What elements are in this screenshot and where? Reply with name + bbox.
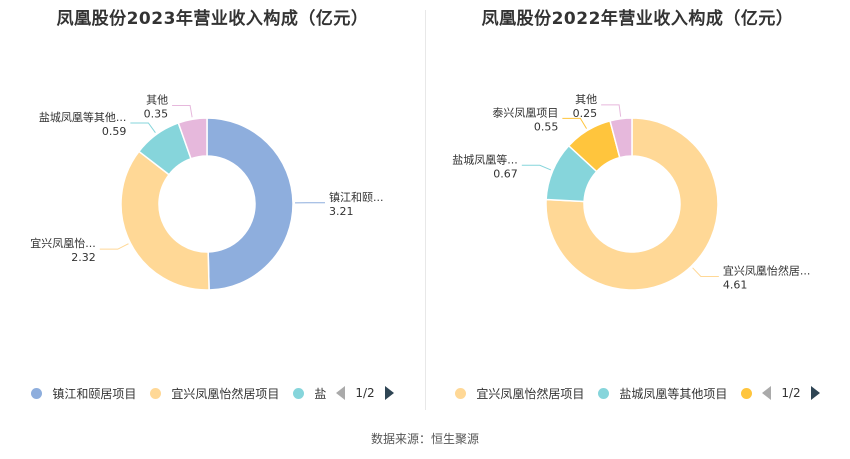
legend-marker xyxy=(150,387,162,399)
slice-label: 其他 xyxy=(146,93,168,106)
legend-page-number: 1/2 xyxy=(355,386,375,400)
label-leader-line xyxy=(562,117,587,129)
slice-label: 宜兴凤凰怡... xyxy=(30,236,96,250)
legend-label: 盐 xyxy=(314,386,327,401)
label-leader-line xyxy=(172,104,193,118)
panel-divider xyxy=(425,10,426,410)
label-leader-line xyxy=(99,243,129,250)
legend-label: 镇江和颐居项目 xyxy=(52,386,137,401)
chart-panel-2022: 凤凰股份2022年营业收入构成（亿元） 宜兴凤凰怡然居... 4.61 盐城凤凰等.… xyxy=(425,0,850,415)
pie-slice[interactable] xyxy=(609,117,633,159)
legend-marker xyxy=(598,387,610,399)
legend-2022: 宜兴凤凰怡然居项目 盐城凤凰等其他项目 1/2 xyxy=(425,383,850,403)
slice-label: 其他 xyxy=(575,93,597,106)
chart-title-2022: 凤凰股份2022年营业收入构成（亿元） xyxy=(481,9,794,29)
data-source-note: 数据来源：恒生聚源 xyxy=(370,432,479,446)
label-leader-line xyxy=(521,164,552,171)
pie-slice[interactable] xyxy=(177,117,208,160)
legend-marker xyxy=(31,387,43,399)
slice-value-label: 2.32 xyxy=(71,251,96,264)
legend-item[interactable]: 宜兴凤凰怡然居项目 xyxy=(150,385,279,402)
legend-label: 盐城凤凰等其他项目 xyxy=(619,386,728,401)
legend-item[interactable]: 盐 xyxy=(293,385,326,402)
pie-slice[interactable] xyxy=(120,150,210,291)
slice-label: 镇江和颐... xyxy=(329,190,384,204)
chart-title-2023: 凤凰股份2023年营业收入构成（亿元） xyxy=(56,9,369,29)
slice-value-label: 0.35 xyxy=(144,107,169,120)
legend-label: 宜兴凤凰怡然居项目 xyxy=(476,386,585,401)
prev-page-icon[interactable] xyxy=(762,386,772,400)
slice-value-label: 0.55 xyxy=(534,120,559,133)
slice-value-label: 0.25 xyxy=(573,107,598,120)
legend-item[interactable] xyxy=(741,387,753,399)
legend-marker xyxy=(741,387,753,399)
prev-page-icon[interactable] xyxy=(336,386,346,400)
slice-value-label: 4.61 xyxy=(723,279,748,292)
label-leader-line xyxy=(601,104,622,117)
donut-chart-2023: 镇江和颐...3.21 宜兴凤凰怡...2.32 盐城凤凰等其他...0.59 其他0… xyxy=(30,93,384,291)
pie-slice[interactable] xyxy=(206,117,294,291)
next-page-icon[interactable] xyxy=(384,386,394,400)
legend-pager: 1/2 xyxy=(336,386,394,400)
legend-item[interactable]: 宜兴凤凰怡然居项目 xyxy=(455,385,584,402)
label-leader-line xyxy=(692,267,719,278)
chart-panel-2023: 凤凰股份2023年营业收入构成（亿元） 镇江和颐... 3.21 宜兴凤凰怡... 2… xyxy=(0,0,425,415)
legend-marker xyxy=(455,387,467,399)
legend-pager: 1/2 xyxy=(762,386,820,400)
legend-item[interactable]: 镇江和颐居项目 xyxy=(31,385,136,402)
legend-marker xyxy=(293,387,305,399)
slice-value-label: 0.67 xyxy=(493,167,518,180)
slice-value-label: 3.21 xyxy=(329,205,354,218)
pie-slice[interactable] xyxy=(545,117,719,291)
next-page-icon[interactable] xyxy=(810,386,820,400)
legend-label: 宜兴凤凰怡然居项目 xyxy=(171,386,280,401)
slice-label: 盐城凤凰等... xyxy=(452,152,518,166)
slice-label: 宜兴凤凰怡然居... xyxy=(723,264,811,278)
legend-2023: 镇江和颐居项目 宜兴凤凰怡然居项目 盐 1/2 xyxy=(0,383,425,403)
legend-item[interactable]: 盐城凤凰等其他项目 xyxy=(598,385,727,402)
slice-value-label: 0.59 xyxy=(102,125,127,138)
slice-label: 泰兴凤凰项目 xyxy=(492,105,558,119)
slice-label: 盐城凤凰等其他... xyxy=(39,110,127,124)
legend-page-number: 1/2 xyxy=(781,386,801,400)
label-leader-line xyxy=(130,122,156,133)
